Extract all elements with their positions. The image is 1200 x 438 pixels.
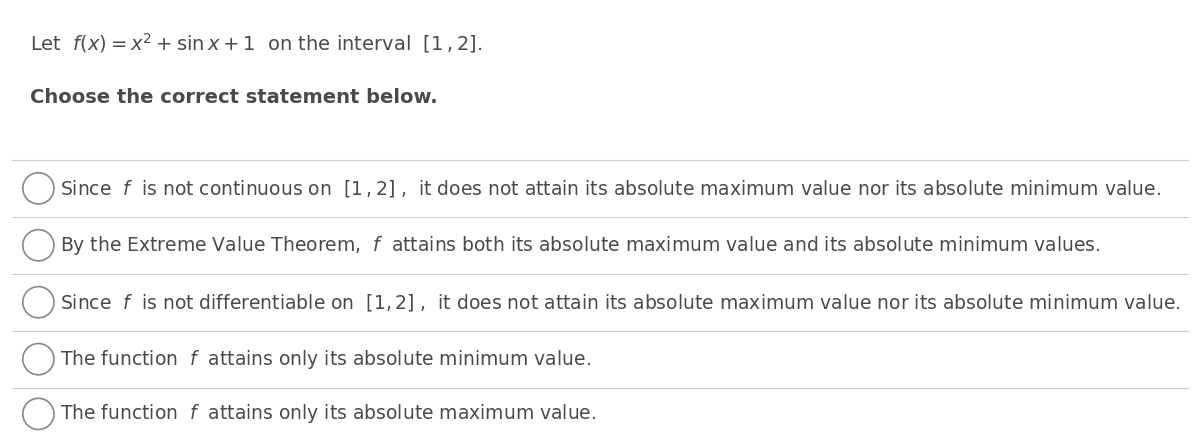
- Text: Let  $f(x)=x^2+\sin x+1$  on the interval  $[1\,,2]$.: Let $f(x)=x^2+\sin x+1$ on the interval …: [30, 31, 482, 55]
- Text: The function  $f$  attains only its absolute maximum value.: The function $f$ attains only its absolu…: [60, 403, 596, 425]
- Text: Choose the correct statement below.: Choose the correct statement below.: [30, 88, 438, 106]
- Text: By the Extreme Value Theorem,  $f$  attains both its absolute maximum value and : By the Extreme Value Theorem, $f$ attain…: [60, 234, 1100, 257]
- Text: The function  $f$  attains only its absolute minimum value.: The function $f$ attains only its absolu…: [60, 348, 590, 371]
- Text: Since  $f$  is not continuous on  $[1\,,2]$ ,  it does not attain its absolute m: Since $f$ is not continuous on $[1\,,2]$…: [60, 178, 1162, 199]
- Text: Since  $f$  is not differentiable on  $[1, 2]$ ,  it does not attain its absolut: Since $f$ is not differentiable on $[1, …: [60, 292, 1181, 313]
